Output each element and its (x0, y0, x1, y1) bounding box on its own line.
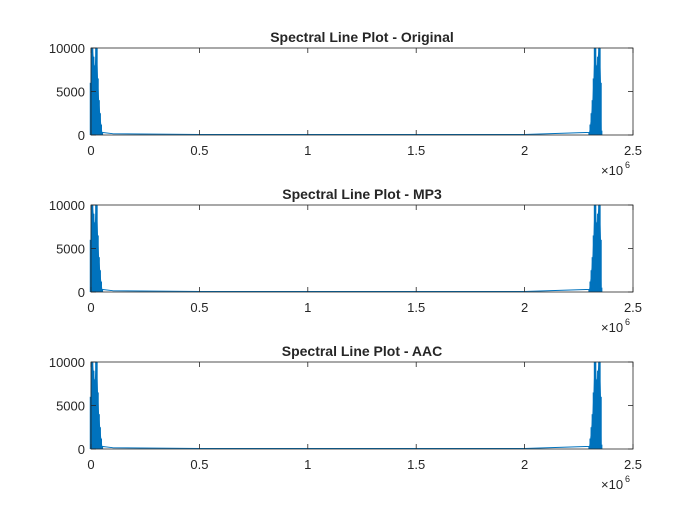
axes-background (91, 205, 633, 292)
axes-background (91, 48, 633, 135)
x-tick-label: 1.5 (407, 457, 425, 472)
x-tick-label: 1 (304, 457, 311, 472)
x-tick-label: 0 (87, 300, 94, 315)
y-tick-label: 0 (78, 128, 85, 143)
x-tick-label: 0 (87, 143, 94, 158)
x-tick-label: 2.5 (624, 457, 642, 472)
x-exponent-label: ×10 (601, 477, 623, 492)
y-tick-label: 5000 (56, 242, 85, 257)
x-exponent: 6 (625, 474, 630, 484)
x-exponent-label: ×10 (601, 163, 623, 178)
x-tick-label: 0 (87, 457, 94, 472)
x-exponent: 6 (625, 160, 630, 170)
y-tick-label: 10000 (49, 41, 85, 56)
x-tick-label: 2 (521, 457, 528, 472)
x-tick-label: 0.5 (190, 457, 208, 472)
x-tick-label: 2 (521, 300, 528, 315)
x-tick-label: 0.5 (190, 143, 208, 158)
x-exponent: 6 (625, 317, 630, 327)
y-tick-label: 5000 (56, 85, 85, 100)
y-tick-label: 5000 (56, 399, 85, 414)
x-tick-label: 1.5 (407, 300, 425, 315)
x-tick-label: 1 (304, 300, 311, 315)
x-tick-label: 0.5 (190, 300, 208, 315)
axes-background (91, 362, 633, 449)
subplot-1: 0 0.5 1 1.5 2 2.5 0 5000 10000 Spectral Line Plot… (49, 29, 642, 178)
y-tick-label: 10000 (49, 198, 85, 213)
x-tick-label: 2.5 (624, 300, 642, 315)
subplot-2: 0 0.5 1 1.5 2 2.5 0 5000 10000 Spectral Line Plot… (49, 186, 642, 335)
chart-title: Spectral Line Plot - Original (270, 29, 454, 45)
chart-title: Spectral Line Plot - AAC (282, 343, 443, 359)
x-tick-label: 1 (304, 143, 311, 158)
x-tick-label: 1.5 (407, 143, 425, 158)
chart-title: Spectral Line Plot - MP3 (282, 186, 442, 202)
x-tick-label: 2 (521, 143, 528, 158)
subplot-3: 0 0.5 1 1.5 2 2.5 0 5000 10000 Spectral Line Plot… (49, 343, 642, 492)
y-tick-label: 10000 (49, 355, 85, 370)
y-tick-label: 0 (78, 442, 85, 457)
y-tick-label: 0 (78, 285, 85, 300)
x-tick-label: 2.5 (624, 143, 642, 158)
x-exponent-label: ×10 (601, 320, 623, 335)
